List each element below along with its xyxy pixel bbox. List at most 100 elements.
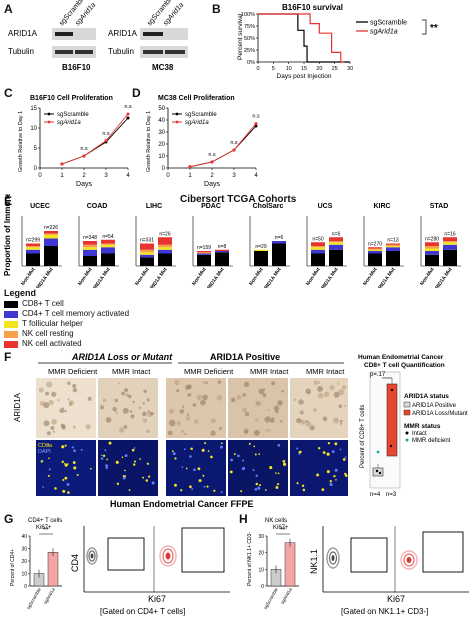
ihc-nucleus bbox=[324, 391, 330, 398]
ihc-nucleus bbox=[258, 388, 265, 395]
if-cell-dot bbox=[121, 456, 124, 458]
if-cell-dot bbox=[339, 448, 342, 451]
legend-title: Legend bbox=[4, 288, 37, 298]
mc38-prolif-annotation: n.s bbox=[230, 140, 238, 146]
if-cell-dot bbox=[48, 468, 51, 471]
mmr-label-5: MMR Intact bbox=[306, 367, 345, 376]
ihc-nucleus bbox=[52, 430, 55, 433]
mc38-prolif-ytick-label: 20 bbox=[158, 142, 165, 148]
ihc-nucleus bbox=[121, 391, 125, 396]
ihc-nucleus bbox=[337, 382, 340, 385]
mc38-prolif-title: MC38 Cell Proliferation bbox=[158, 95, 235, 102]
mc38-prolif-ytick-label: 40 bbox=[158, 118, 165, 124]
blot2-arid1a-strip bbox=[140, 28, 188, 40]
mmr-def-label: MMR deficient bbox=[412, 438, 451, 444]
stacked-segment bbox=[425, 248, 439, 251]
row-label-arid1a: ARID1A bbox=[13, 392, 22, 422]
b16f10-prolif-xtick-label: 3 bbox=[104, 173, 108, 179]
if-cell-dot bbox=[64, 476, 68, 480]
ihc-nucleus bbox=[269, 417, 275, 423]
group-label: Non-Mut bbox=[191, 266, 208, 286]
ihc-nucleus bbox=[269, 429, 272, 432]
if-cell-dot bbox=[172, 452, 176, 456]
b16f10-prolif-annotation: n.s bbox=[80, 146, 88, 152]
blot1-tubulin-strip bbox=[52, 46, 96, 58]
ihc-nucleus bbox=[128, 394, 132, 399]
if-tile-2 bbox=[98, 440, 158, 496]
mmr-def-dot bbox=[405, 438, 409, 442]
blot1-tubulin-band2 bbox=[75, 50, 93, 54]
group-label: Non-Mut bbox=[419, 266, 436, 286]
if-cell-dot bbox=[254, 453, 257, 456]
box-positive bbox=[372, 467, 384, 477]
panel-g: G CD4+ T cells Ki67+ 0 10 20 30 40 Percent of C… bbox=[0, 512, 235, 618]
if-cell-dot bbox=[116, 482, 120, 486]
ihc-nucleus bbox=[118, 427, 125, 433]
if-cell-dot bbox=[124, 454, 128, 457]
nk-flow-plot-2 bbox=[394, 526, 464, 592]
cd4-flow-plots: CD4 Ki67 [Gated on CD4+ T cells] bbox=[70, 526, 230, 616]
b16f10-prolif-legend-label: sgScramble bbox=[57, 112, 89, 118]
if-cell-dot bbox=[40, 460, 43, 463]
stacked-segment bbox=[101, 239, 115, 244]
cohort-label: KIRC bbox=[373, 203, 390, 210]
stacked-segment bbox=[197, 253, 211, 255]
if-cell-dot bbox=[133, 463, 136, 466]
survival-xtick-label: 25 bbox=[332, 66, 338, 72]
b16f10-prolif-point bbox=[126, 112, 130, 116]
if-cell-dot bbox=[128, 489, 131, 492]
mc38-prolif-line-1 bbox=[189, 123, 257, 168]
stacked-segment bbox=[443, 244, 457, 250]
cohort-n-label: n=50 bbox=[312, 236, 323, 242]
ihc-nucleus bbox=[115, 411, 118, 414]
if-cell-dot bbox=[62, 478, 65, 482]
ihc-nucleus bbox=[186, 413, 190, 416]
if-cell-dot bbox=[42, 486, 45, 488]
ihc-nucleus bbox=[339, 419, 343, 423]
if-cell-dot bbox=[329, 480, 332, 483]
quant-n-right: n=3 bbox=[386, 492, 397, 498]
b16f10-prolif-point bbox=[82, 154, 86, 158]
nk-ki67-ytick-label: 0 bbox=[261, 584, 264, 590]
ihc-texture bbox=[38, 380, 347, 436]
if-cell-dot bbox=[277, 444, 281, 447]
ihc-nucleus bbox=[43, 420, 50, 427]
if-cell-dot bbox=[242, 459, 245, 462]
group-label: ARID1A Mut bbox=[261, 266, 283, 288]
blot1-arid1a-strip bbox=[52, 28, 96, 40]
mc38-prolif-xtick-label: 2 bbox=[210, 173, 214, 179]
ihc-nucleus bbox=[255, 418, 259, 422]
if-cell-dot bbox=[296, 447, 299, 450]
cd4-ki67-ylabel: Percent of CD4+ bbox=[10, 549, 16, 586]
ihc-nucleus bbox=[112, 406, 117, 412]
panel-b: B B16F10 survival 0% 25% 50% 75% 100% 0 5 10 15 20… bbox=[210, 0, 474, 80]
panel-letter-d: D bbox=[132, 86, 141, 100]
ihc-nucleus bbox=[218, 426, 222, 430]
ihc-nucleus bbox=[300, 411, 304, 415]
ihc-nucleus bbox=[167, 430, 173, 436]
if-cell-dot bbox=[100, 457, 104, 460]
ihc-nucleus bbox=[231, 397, 236, 403]
stacked-segment bbox=[101, 247, 115, 254]
ihc-nucleus bbox=[50, 425, 55, 431]
if-cell-dot bbox=[326, 452, 330, 456]
legend-items: CD8+ T cell CD4+ T cell memory activated T… bbox=[4, 299, 204, 349]
b16f10-prolif-ylabel: Growth Relative to Day 1 bbox=[18, 111, 24, 172]
ihc-nucleus bbox=[271, 381, 276, 386]
legend-label: CD4+ T cell memory activated bbox=[22, 309, 130, 318]
quant-n-left: n=4 bbox=[370, 492, 381, 498]
cohort-n-label: n=6 bbox=[332, 231, 341, 237]
if-cell-dot bbox=[275, 472, 277, 474]
legend-item: CD4+ T cell memory activated bbox=[4, 309, 204, 319]
survival-xlabel: Days post Injection bbox=[277, 73, 332, 80]
if-cell-dot bbox=[189, 485, 192, 489]
stacked-segment bbox=[101, 253, 115, 266]
if-cell-dot bbox=[248, 442, 251, 445]
mc38-prolif-point bbox=[254, 122, 258, 126]
ihc-nucleus bbox=[262, 393, 267, 398]
survival-ytick-label: 100% bbox=[241, 12, 255, 18]
if-cell-dot bbox=[240, 490, 243, 493]
ihc-nucleus bbox=[168, 408, 175, 414]
ihc-nucleus bbox=[118, 382, 121, 385]
